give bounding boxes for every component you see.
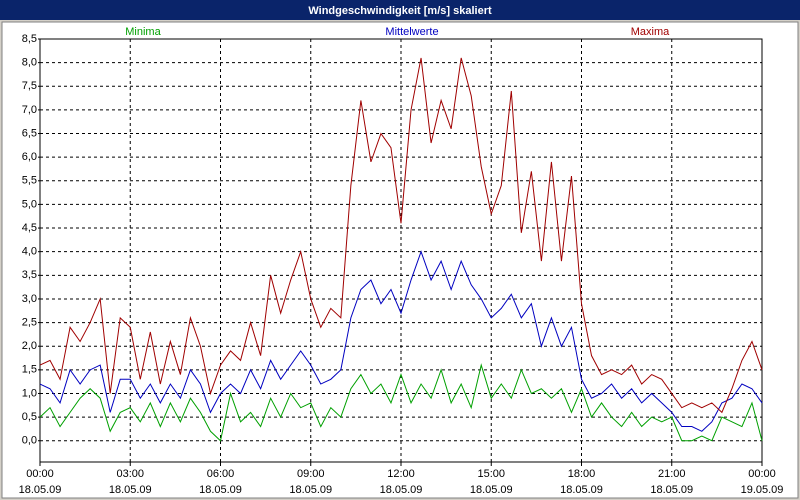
- y-tick-label: 1,5: [22, 364, 37, 376]
- series-line: [39, 250, 763, 432]
- y-tick-label: 4,5: [22, 222, 37, 234]
- y-tick-label: 3,0: [22, 293, 37, 305]
- x-tick-time: 15:00: [477, 468, 505, 480]
- x-tick-date: 18.05.09: [289, 484, 332, 496]
- x-tick-date: 18.05.09: [199, 484, 242, 496]
- x-tick-time: 00:00: [26, 468, 54, 480]
- x-tick-label: 06:00 18.05.09: [199, 468, 242, 496]
- y-tick-label: 6,5: [22, 127, 37, 139]
- y-tick-label: 7,0: [22, 104, 37, 116]
- y-tick-label: 3,5: [22, 269, 37, 281]
- x-tick-label: 18:00 18.05.09: [560, 468, 603, 496]
- y-tick-label: 8,5: [22, 33, 37, 45]
- x-tick-time: 12:00: [387, 468, 415, 480]
- chart-title: Windgeschwindigkeit [m/s] skaliert: [308, 5, 492, 17]
- legend-label: Maxima: [631, 26, 670, 38]
- x-tick-time: 06:00: [207, 468, 235, 480]
- series-line: [39, 363, 763, 442]
- x-tick-time: 03:00: [116, 468, 144, 480]
- y-tick-label: 7,5: [22, 80, 37, 92]
- x-tick-label: 15:00 18.05.09: [470, 468, 513, 496]
- title-bar: [0, 0, 800, 20]
- y-tick-label: 2,5: [22, 316, 37, 328]
- y-tick-label: 8,0: [22, 57, 37, 69]
- x-tick-label: 00:00 18.05.09: [19, 468, 62, 496]
- legend-label: Mittelwerte: [385, 26, 438, 38]
- x-tick-label: 12:00 18.05.09: [380, 468, 423, 496]
- x-tick-label: 09:00 18.05.09: [289, 468, 332, 496]
- x-tick-label: 00:00 19.05.09: [741, 468, 784, 496]
- x-tick-time: 21:00: [658, 468, 686, 480]
- y-tick-label: 6,0: [22, 151, 37, 163]
- x-tick-label: 03:00 18.05.09: [109, 468, 152, 496]
- x-tick-label: 21:00 18.05.09: [650, 468, 693, 496]
- x-tick-date: 18.05.09: [109, 484, 152, 496]
- legend-label: Minima: [125, 26, 161, 38]
- y-tick-label: 2,0: [22, 340, 37, 352]
- x-tick-date: 18.05.09: [19, 484, 62, 496]
- x-tick-date: 19.05.09: [741, 484, 784, 496]
- y-tick-label: 4,0: [22, 246, 37, 258]
- series-line: [39, 57, 763, 414]
- x-tick-time: 00:00: [748, 468, 776, 480]
- x-tick-date: 18.05.09: [380, 484, 423, 496]
- x-tick-date: 18.05.09: [650, 484, 693, 496]
- chart-area: [1, 21, 799, 499]
- y-tick-label: 5,5: [22, 175, 37, 187]
- x-tick-time: 18:00: [568, 468, 596, 480]
- y-tick-label: 0,5: [22, 411, 37, 423]
- x-tick-date: 18.05.09: [560, 484, 603, 496]
- x-tick-date: 18.05.09: [470, 484, 513, 496]
- y-tick-label: 0,0: [22, 435, 37, 447]
- y-tick-label: 5,0: [22, 198, 37, 210]
- x-tick-time: 09:00: [297, 468, 325, 480]
- y-tick-label: 1,0: [22, 387, 37, 399]
